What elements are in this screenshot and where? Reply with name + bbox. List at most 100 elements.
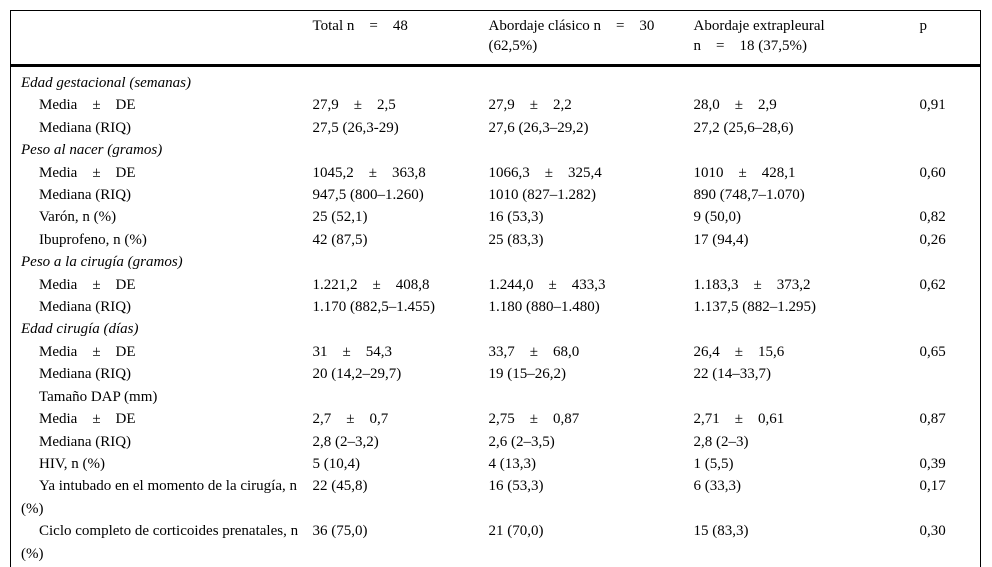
table-row: Mediana (RIQ) 20 (14,2–29,7) 19 (15–26,2… [11,363,981,385]
cell-p-value [918,117,981,139]
row-label: Media ± DE [39,411,136,428]
cell-p-value [918,386,981,408]
cell-total: 36 (75,0) [312,523,368,540]
table-row: Mediana (RIQ) 1.170 (882,5–1.455) 1.180 … [11,296,981,318]
header-row: Total n = 48 Abordaje clásico n = 30 (62… [10,10,981,67]
cell-p-value: 0,87 [919,411,946,428]
cell-abordaje-clasico: 19 (15–26,2) [488,366,567,383]
cell-p-value [918,139,981,161]
cell-p-value [918,363,981,385]
cell-abordaje-extrapleural [692,66,918,95]
cell-p-value [918,318,981,340]
cell-p-value: 0,62 [919,276,946,293]
cell-p-value: 0,39 [919,455,946,472]
cell-abordaje-clasico [487,66,692,95]
row-label: Mediana (RIQ) [39,187,132,204]
cell-abordaje-extrapleural: 22 (14–33,7) [693,366,772,383]
cell-total: 42 (87,5) [312,231,368,248]
header-abordaje-clasico: Abordaje clásico n = 30 (62,5%) [486,10,692,67]
cell-p-value [918,296,981,318]
cell-abordaje-extrapleural: 1.183,3 ± 373,2 [693,276,811,293]
cell-p-value: 0,60 [919,164,946,181]
cell-total [311,139,487,161]
row-label: Mediana (RIQ) [39,366,132,383]
row-label: HIV, n (%) [39,455,105,472]
cell-abordaje-extrapleural: 6 (33,3) [693,478,742,495]
cell-abordaje-clasico: 2,75 ± 0,87 [488,411,580,428]
cell-abordaje-clasico: 33,7 ± 68,0 [488,343,580,360]
table-row: Varón, n (%) 25 (52,1) 16 (53,3) 9 (50,0… [11,206,981,228]
table-row: Mediana (RIQ) 27,5 (26,3-29) 27,6 (26,3–… [11,117,981,139]
row-label: Mediana (RIQ) [39,119,132,136]
table-row: Ibuprofeno, n (%) 42 (87,5) 25 (83,3) 17… [11,229,981,251]
cell-abordaje-extrapleural: 1010 ± 428,1 [693,164,796,181]
cell-p-value [918,431,981,453]
row-label: Edad gestacional (semanas) [21,75,191,91]
cell-abordaje-extrapleural [692,386,918,408]
row-label: Peso al nacer (gramos) [21,142,163,159]
table-row: Media ± DE 2,7 ± 0,7 2,75 ± 0,87 2,71 ± … [11,408,981,430]
row-label: Media ± DE [39,164,136,181]
row-label: Media ± DE [39,343,136,360]
cell-abordaje-clasico [487,318,692,340]
cell-abordaje-clasico: 1010 (827–1.282) [488,187,597,204]
cell-abordaje-clasico: 16 (53,3) [488,209,544,226]
cell-total: 2,7 ± 0,7 [312,411,389,428]
table-row: Peso a la cirugía (gramos) [11,251,981,273]
cell-abordaje-extrapleural: 890 (748,7–1.070) [693,187,805,204]
row-label: Media ± DE [39,97,136,114]
cell-abordaje-clasico: 27,9 ± 2,2 [488,97,572,114]
table-row: Media ± DE 1045,2 ± 363,8 1066,3 ± 325,4… [11,162,981,184]
cell-total: 1.221,2 ± 408,8 [312,276,430,293]
cell-total [311,251,487,273]
table-row: HIV, n (%) 5 (10,4) 4 (13,3) 1 (5,5) 0,3… [11,453,981,475]
cell-abordaje-extrapleural: 1 (5,5) [693,455,734,472]
table-row: Media ± DE 27,9 ± 2,5 27,9 ± 2,2 28,0 ± … [11,94,981,116]
cell-abordaje-extrapleural: 26,4 ± 15,6 [693,343,785,360]
table-row: Peso al nacer (gramos) [11,139,981,161]
row-label: Ya intubado en el momento de la cirugía,… [21,478,301,517]
cell-abordaje-clasico [487,386,692,408]
cell-abordaje-clasico: 2,6 (2–3,5) [488,433,555,450]
cell-abordaje-clasico: 25 (83,3) [488,231,544,248]
table-row: Ciclo completo de corticoides prenatales… [11,520,981,567]
row-label: Varón, n (%) [39,209,117,226]
table-row: Media ± DE 31 ± 54,3 33,7 ± 68,0 26,4 ± … [11,341,981,363]
table-row: Media ± DE 1.221,2 ± 408,8 1.244,0 ± 433… [11,274,981,296]
cell-total [311,66,487,95]
row-label: Mediana (RIQ) [39,299,132,316]
cell-p-value [918,184,981,206]
row-label: Edad cirugía (días) [21,321,139,338]
cell-p-value [918,66,981,95]
table-body: Edad gestacional (semanas) Media ± DE 27… [11,66,981,567]
cell-abordaje-clasico: 27,6 (26,3–29,2) [488,119,589,136]
header-p-value: p [917,10,981,67]
cell-p-value: 0,30 [919,523,946,540]
row-label: Peso a la cirugía (gramos) [21,254,183,271]
row-label: Ibuprofeno, n (%) [39,231,147,248]
cell-abordaje-extrapleural [692,251,918,273]
comparison-table: Total n = 48 Abordaje clásico n = 30 (62… [10,10,981,567]
cell-total: 5 (10,4) [312,455,361,472]
cell-total: 31 ± 54,3 [312,343,392,360]
cell-total: 947,5 (800–1.260) [312,187,424,204]
table-row: Edad cirugía (días) [11,318,981,340]
cell-abordaje-extrapleural: 2,71 ± 0,61 [693,411,785,428]
cell-abordaje-extrapleural: 9 (50,0) [693,209,742,226]
cell-abordaje-extrapleural: 28,0 ± 2,9 [693,97,777,114]
cell-abordaje-clasico: 1.180 (880–1.480) [488,299,600,316]
cell-abordaje-clasico: 21 (70,0) [488,523,544,540]
cell-total [311,386,487,408]
cell-total: 25 (52,1) [312,209,368,226]
header-empty-cell [10,10,311,67]
table-row: Ya intubado en el momento de la cirugía,… [11,475,981,520]
cell-abordaje-extrapleural [692,139,918,161]
cell-abordaje-clasico: 4 (13,3) [488,455,537,472]
cell-abordaje-extrapleural [692,318,918,340]
cell-p-value: 0,82 [919,209,946,226]
row-label: Ciclo completo de corticoides prenatales… [21,523,302,562]
cell-total: 1.170 (882,5–1.455) [312,299,436,316]
row-label: Mediana (RIQ) [39,433,132,450]
cell-abordaje-clasico [487,251,692,273]
